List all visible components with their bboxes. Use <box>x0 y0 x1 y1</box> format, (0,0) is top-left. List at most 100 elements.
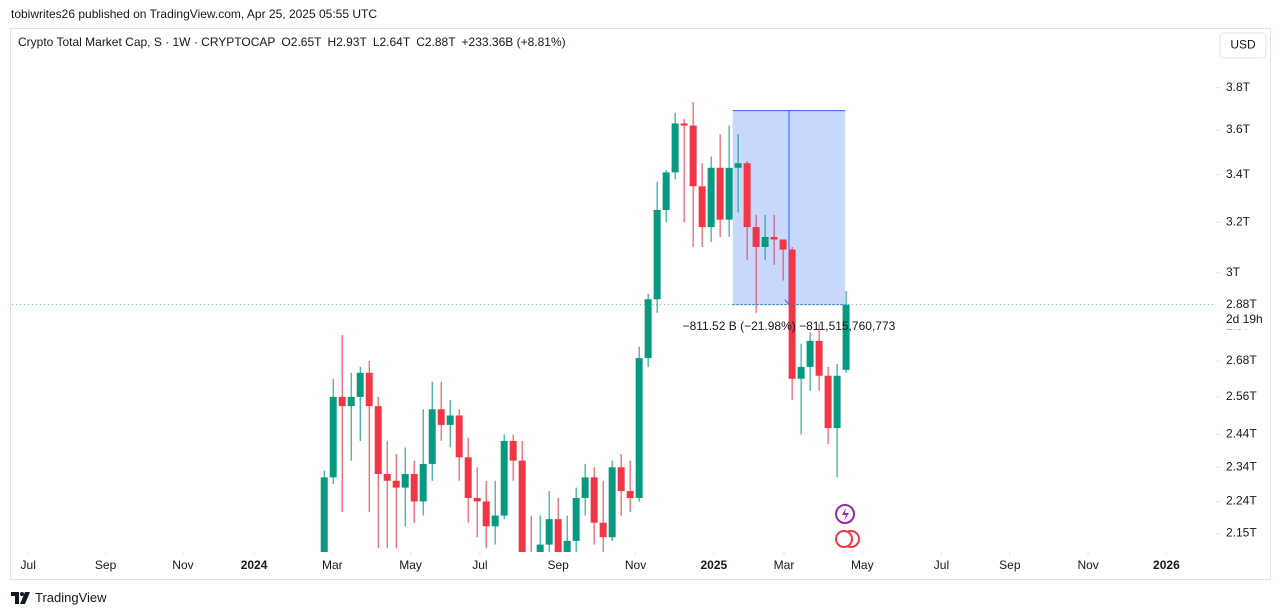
candle-body <box>518 460 526 552</box>
x-tick-label: Nov <box>625 558 646 572</box>
x-tick-label: Jul <box>934 558 949 572</box>
candle-body <box>716 167 724 220</box>
candle-body <box>671 123 679 173</box>
candle-body <box>428 409 436 464</box>
ohlc-value: 2.88T <box>425 35 456 49</box>
y-tick-label: 2.24T <box>1226 494 1257 508</box>
candle-body <box>581 477 589 498</box>
event-icons <box>835 504 860 548</box>
brand-logo <box>11 591 30 604</box>
candle-body <box>590 477 598 523</box>
candle-body <box>329 396 337 478</box>
candle-body <box>401 473 409 488</box>
candle-body <box>392 480 400 488</box>
candle-body <box>833 375 841 429</box>
measure-label: −811.52 B (−21.98%) −811,515,760,773 <box>683 319 896 333</box>
x-tick-label: Nov <box>1077 558 1098 572</box>
chart-frame <box>10 28 1271 580</box>
plot-area <box>320 102 850 571</box>
candle-body <box>806 340 814 367</box>
event-icon[interactable] <box>835 530 853 548</box>
candle-body <box>491 515 499 527</box>
candle-body <box>779 239 787 250</box>
y-tick-label: 2.34T <box>1226 459 1257 473</box>
candle-body <box>509 440 517 461</box>
y-tick-label: 3.2T <box>1226 214 1251 228</box>
footer: TradingView <box>11 590 107 605</box>
candle-body <box>338 396 346 407</box>
x-tick-label: May <box>851 558 874 572</box>
candle-body <box>788 249 796 379</box>
candle-body <box>689 125 697 187</box>
y-tick-label: 2.44T <box>1226 427 1257 441</box>
candle-body <box>653 210 661 300</box>
x-tick-label: Jul <box>472 558 487 572</box>
candle-body <box>644 299 652 359</box>
candle-body <box>320 477 328 552</box>
x-tick-label: Mar <box>322 558 343 572</box>
price-change: +233.36B (+8.81%) <box>462 35 566 49</box>
publisher-line: tobiwrites26 published on TradingView.co… <box>11 7 377 21</box>
x-tick-label: 2025 <box>700 558 727 572</box>
x-tick-label: Nov <box>172 558 193 572</box>
x-tick-label: Mar <box>774 558 795 572</box>
candle-body <box>473 497 481 502</box>
candle-body <box>734 163 742 168</box>
x-tick-label: Sep <box>547 558 569 572</box>
y-tick-label: 3T <box>1226 265 1241 279</box>
currency-label: USD <box>1230 38 1256 52</box>
candle-body <box>482 501 490 527</box>
candle-body <box>374 406 382 474</box>
x-tick-label: Sep <box>95 558 117 572</box>
candle-body <box>446 415 454 425</box>
candle-body <box>455 415 463 458</box>
last-price-label: 2.88T <box>1226 297 1257 311</box>
candle-body <box>419 463 427 502</box>
last-price-box <box>1216 295 1270 330</box>
y-tick-label: 3.4T <box>1226 167 1251 181</box>
symbol-name: Crypto Total Market Cap, S · 1W · CRYPTO… <box>18 35 275 49</box>
ohlc-key: L <box>373 35 380 49</box>
candle-body <box>572 497 580 541</box>
y-tick-label: 2.15T <box>1226 526 1257 540</box>
x-tick-label: 2026 <box>1153 558 1180 572</box>
candle-body <box>626 491 634 498</box>
candle-body <box>410 473 418 502</box>
candle-body <box>752 227 760 248</box>
candle-body <box>824 375 832 429</box>
candle-body <box>770 236 778 240</box>
brand-name: TradingView <box>35 590 107 605</box>
candle-body <box>365 372 373 407</box>
x-tick-label: May <box>399 558 422 572</box>
candle-body <box>680 123 688 126</box>
candle-body <box>437 409 445 425</box>
candle-body <box>842 304 850 370</box>
candle-body <box>698 186 706 228</box>
y-tick-label: 2.68T <box>1226 353 1257 367</box>
candle-body <box>464 457 472 498</box>
ohlc-key: H <box>327 35 336 49</box>
currency-button[interactable] <box>1219 32 1267 59</box>
bar-countdown: 2d 19h <box>1226 312 1263 326</box>
candle-body <box>797 366 805 379</box>
candle-body <box>347 396 355 407</box>
ohlc-value: 2.64T <box>380 35 411 49</box>
x-tick-label: Sep <box>999 558 1021 572</box>
candle-body <box>635 358 643 498</box>
event-icon-glyph <box>842 508 849 521</box>
candle-body <box>761 236 769 248</box>
candle-body <box>554 519 562 552</box>
candle-body <box>617 467 625 492</box>
legend-header: Crypto Total Market Cap, S · 1W · CRYPTO… <box>18 35 566 49</box>
candle-body <box>743 163 751 228</box>
x-tick-label: 2024 <box>241 558 268 572</box>
candle-body <box>528 556 535 571</box>
candle-body <box>608 467 616 538</box>
y-tick-label: 3.6T <box>1226 122 1251 136</box>
ohlc-key: C <box>416 35 425 49</box>
candle-body <box>815 340 823 376</box>
ohlc-key: O <box>281 35 290 49</box>
candle-body <box>563 540 571 552</box>
